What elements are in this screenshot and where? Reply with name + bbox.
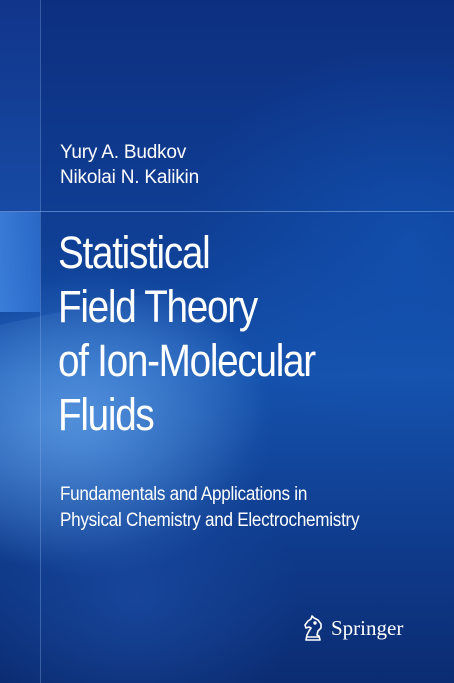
vertical-divider	[40, 0, 41, 683]
publisher-logo: Springer	[300, 614, 403, 642]
springer-knight-icon	[300, 614, 326, 642]
book-title: Statistical Field Theory of Ion-Molecula…	[58, 226, 316, 442]
left-edge-accent	[0, 212, 40, 312]
author-name: Nikolai N. Kalikin	[60, 167, 199, 188]
title-line: Field Theory	[58, 281, 258, 332]
title-line: Fluids	[58, 389, 155, 440]
subtitle-line: Fundamentals and Applications in	[60, 484, 308, 505]
author-name: Yury A. Budkov	[60, 142, 187, 163]
title-line: Statistical	[58, 227, 211, 278]
title-line: of Ion-Molecular	[58, 335, 316, 386]
horizontal-divider	[0, 211, 454, 212]
subtitle-line: Physical Chemistry and Electrochemistry	[60, 510, 360, 531]
author-list: Yury A. Budkov Nikolai N. Kalikin	[60, 140, 199, 190]
left-edge-band	[0, 0, 40, 212]
book-subtitle: Fundamentals and Applications in Physica…	[60, 482, 360, 534]
publisher-name: Springer	[331, 615, 404, 640]
